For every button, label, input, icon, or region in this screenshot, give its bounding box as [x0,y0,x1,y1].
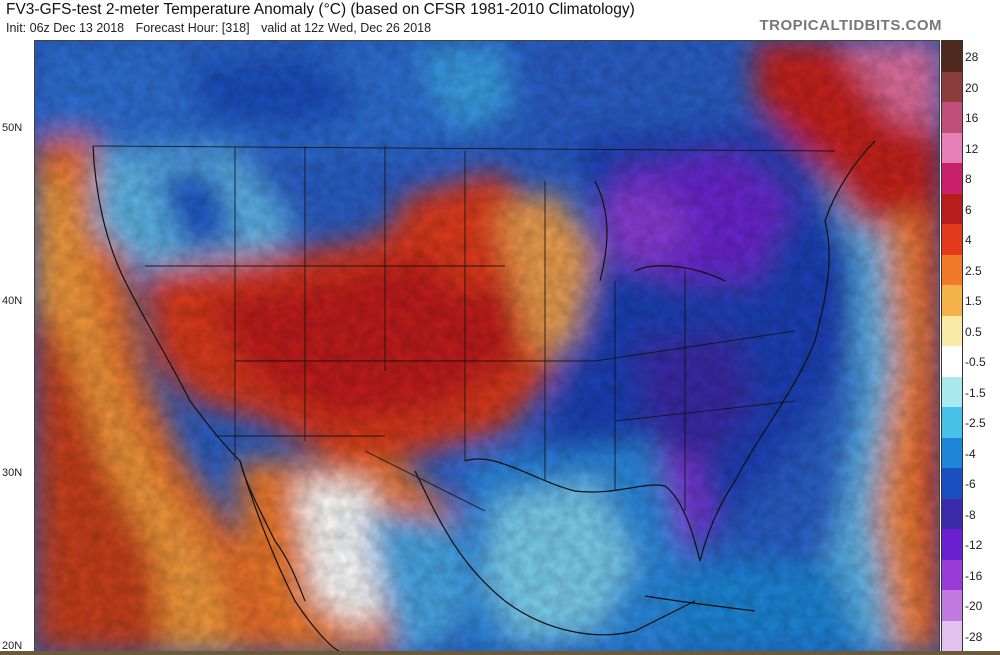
map-title: FV3-GFS-test 2-meter Temperature Anomaly… [6,1,635,18]
colorbar-cell [942,529,962,560]
colorbar-label: 8 [965,172,972,187]
colorbar-label: 20 [965,80,979,95]
colorbar-label: -8 [965,507,976,522]
temperature-anomaly-map [34,40,940,652]
map-subtitle: Init: 06z Dec 13 2018 Forecast Hour: [31… [6,21,439,35]
colorbar-label: -28 [965,629,983,644]
colorbar-label: -4 [965,446,976,461]
colorbar-cell [942,620,962,651]
colorbar-label: -6 [965,477,976,492]
colorbar-label: -12 [965,538,983,553]
init-time: Init: 06z Dec 13 2018 [6,21,125,35]
colorbar-cell [942,407,962,438]
colorbar-cell [942,285,962,316]
colorbar-label: 4 [965,233,972,248]
bottom-strip [0,651,1000,655]
lat-label-50n: 50N [2,122,23,134]
lat-label-20n: 20N [2,640,23,652]
colorbar-cell [942,559,962,590]
colorbar-labels: 28 20 16 12 8 6 4 2.5 1.5 0.5 -0.5 -1.5 -2.5 -4 -6 -8 -1… [965,40,1000,652]
colorbar-label: -0.5 [965,355,986,370]
lat-label-30n: 30N [2,467,23,479]
map-canvas [35,41,939,651]
map-header: FV3-GFS-test 2-meter Temperature Anomaly… [0,0,1000,40]
colorbar-cell [942,315,962,346]
coastlines [92,140,876,651]
colorbar-label: 1.5 [965,294,982,309]
colorbar-label: 12 [965,141,979,156]
texture-overlay [35,41,939,651]
colorbar-cell [942,193,962,224]
colorbar [941,40,963,652]
colorbar-cell [942,163,962,194]
colorbar-cell [942,498,962,529]
colorbar-cell [942,346,962,377]
colorbar-label: -16 [965,568,983,583]
colorbar-cell [942,468,962,499]
colorbar-label: 28 [965,50,979,65]
colorbar-label: 2.5 [965,263,982,278]
colorbar-label: 16 [965,111,979,126]
colorbar-label: -2.5 [965,416,986,431]
brand-watermark: TROPICALTIDBITS.COM [759,17,942,34]
colorbar-cell [942,590,962,621]
forecast-hour: Forecast Hour: [318] [135,21,250,35]
colorbar-cell [942,102,962,133]
colorbar-cell [942,376,962,407]
lat-label-40n: 40N [2,295,23,307]
colorbar-cell [942,437,962,468]
political-borders [92,145,836,512]
colorbar-cell [942,224,962,255]
colorbar-label: -1.5 [965,385,986,400]
colorbar-cell [942,41,962,72]
colorbar-cell [942,71,962,102]
colorbar-label: -20 [965,599,983,614]
colorbar-cell [942,254,962,285]
colorbar-label: 6 [965,202,972,217]
colorbar-cell [942,132,962,163]
colorbar-label: 0.5 [965,324,982,339]
valid-time: valid at 12z Wed, Dec 26 2018 [261,21,432,35]
